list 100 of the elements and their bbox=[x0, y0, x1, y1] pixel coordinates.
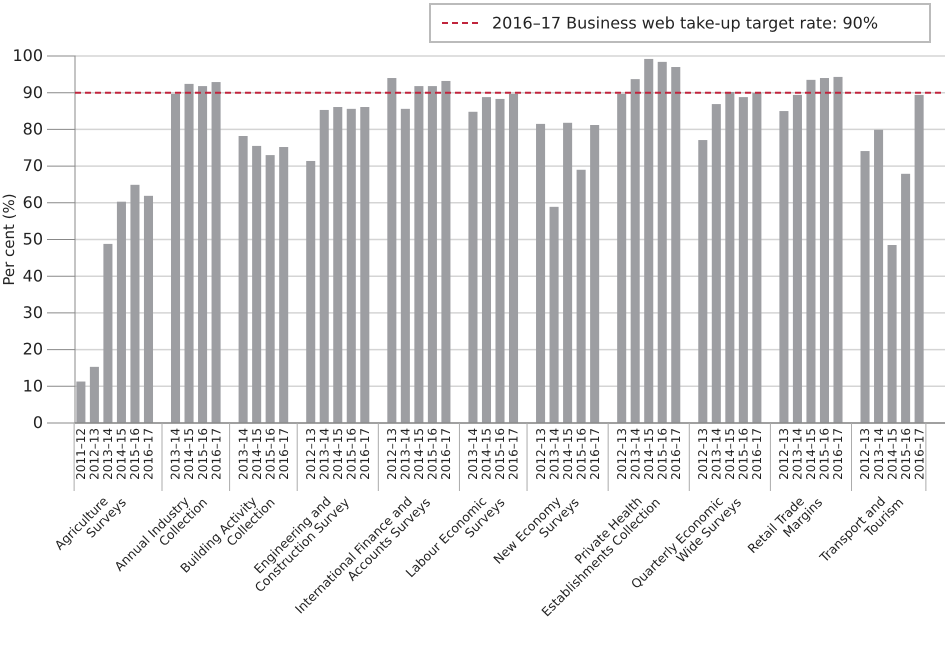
bar bbox=[888, 245, 897, 423]
bar bbox=[252, 146, 262, 423]
x-tick-label: 2014–15 bbox=[560, 428, 575, 480]
bar bbox=[914, 94, 924, 423]
bar bbox=[874, 130, 884, 423]
x-tick-label: 2016–17 bbox=[831, 428, 846, 480]
x-tick-label: 2016–17 bbox=[142, 428, 156, 480]
bar bbox=[279, 147, 288, 423]
bar bbox=[198, 86, 208, 423]
bar bbox=[441, 80, 450, 423]
y-tick-label: 20 bbox=[22, 340, 43, 359]
bar bbox=[414, 86, 424, 423]
x-tick-label: 2011–12 bbox=[74, 428, 88, 480]
legend-label: 2016–17 Business web take-up target rate: 90% bbox=[492, 14, 878, 33]
bar bbox=[644, 58, 654, 423]
y-tick-label: 40 bbox=[22, 266, 43, 286]
x-tick-label: 2012–13 bbox=[696, 428, 710, 480]
bar bbox=[630, 79, 640, 423]
y-tick-label: 0 bbox=[32, 413, 43, 432]
bar bbox=[698, 140, 708, 423]
x-tick-label: 2015–16 bbox=[736, 428, 751, 480]
bar bbox=[103, 244, 112, 423]
x-tick-label: 2014–15 bbox=[412, 428, 426, 480]
x-tick-label: 2013–14 bbox=[317, 428, 332, 480]
bar bbox=[306, 160, 316, 423]
x-tick-label: 2016–17 bbox=[439, 428, 454, 480]
x-tick-label: 2015–16 bbox=[196, 428, 210, 480]
x-tick-label: 2014–15 bbox=[250, 428, 264, 480]
x-tick-label: 2012–13 bbox=[88, 428, 102, 480]
x-tick-label: 2016–17 bbox=[506, 428, 521, 480]
x-tick-label: 2013–14 bbox=[398, 428, 413, 480]
x-tick-label: 2013–14 bbox=[547, 428, 562, 480]
x-tick-label: 2013–14 bbox=[710, 428, 724, 480]
y-tick-label: 100 bbox=[12, 46, 43, 66]
x-tick-label: 2012–13 bbox=[777, 428, 792, 480]
bar bbox=[333, 107, 342, 423]
x-tick-label: 2016–17 bbox=[276, 428, 291, 480]
x-tick-label: 2014–15 bbox=[642, 428, 656, 480]
x-tick-label: 2012–13 bbox=[534, 428, 548, 480]
x-tick-label: 2014–15 bbox=[480, 428, 494, 480]
x-tick-label: 2015–16 bbox=[818, 428, 832, 480]
x-tick-label: 2015–16 bbox=[263, 428, 278, 480]
x-tick-label: 2016–17 bbox=[750, 428, 764, 480]
x-tick-label: 2015–16 bbox=[128, 428, 142, 480]
x-tick-label: 2015–16 bbox=[426, 428, 440, 480]
bar bbox=[170, 94, 180, 423]
bar bbox=[76, 382, 86, 423]
x-tick-label: 2014–15 bbox=[804, 428, 818, 480]
y-axis-title: Per cent (%) bbox=[0, 193, 18, 286]
bar bbox=[320, 110, 329, 423]
bar bbox=[779, 111, 788, 423]
bar bbox=[536, 124, 546, 423]
bar bbox=[576, 170, 586, 423]
x-tick-label: 2015–16 bbox=[344, 428, 358, 480]
bar bbox=[725, 92, 734, 423]
y-tick-label: 30 bbox=[22, 303, 43, 322]
x-tick-label: 2012–13 bbox=[858, 428, 872, 480]
bar bbox=[238, 136, 248, 423]
bar bbox=[752, 93, 762, 423]
bar bbox=[266, 155, 275, 423]
x-tick-label: 2014–15 bbox=[723, 428, 738, 480]
bar bbox=[482, 97, 492, 423]
bar bbox=[116, 202, 126, 423]
bar bbox=[590, 124, 600, 423]
y-tick-label: 70 bbox=[22, 156, 43, 176]
x-tick-label: 2014–15 bbox=[114, 428, 129, 480]
bar bbox=[212, 82, 221, 423]
bar bbox=[658, 62, 667, 423]
bar bbox=[792, 94, 802, 423]
x-tick-label: 2014–15 bbox=[330, 428, 345, 480]
x-tick-label: 2015–16 bbox=[493, 428, 508, 480]
bar bbox=[400, 108, 410, 423]
bar bbox=[184, 84, 194, 423]
bar bbox=[550, 206, 559, 423]
x-tick-label: 2016–17 bbox=[209, 428, 224, 480]
bar bbox=[130, 184, 140, 423]
bar bbox=[671, 67, 680, 423]
x-tick-label: 2015–16 bbox=[898, 428, 913, 480]
y-tick-label: 80 bbox=[22, 120, 43, 139]
x-tick-label: 2013–14 bbox=[168, 428, 183, 480]
x-tick-label: 2014–15 bbox=[182, 428, 196, 480]
x-tick-label: 2013–14 bbox=[466, 428, 480, 480]
x-tick-label: 2012–13 bbox=[614, 428, 629, 480]
x-tick-label: 2015–16 bbox=[574, 428, 588, 480]
bar bbox=[144, 196, 154, 423]
bar bbox=[820, 78, 830, 423]
y-tick-label: 50 bbox=[22, 230, 43, 249]
x-tick-label: 2016–17 bbox=[358, 428, 372, 480]
x-tick-label: 2016–17 bbox=[912, 428, 926, 480]
x-tick-label: 2012–13 bbox=[385, 428, 400, 480]
bar bbox=[90, 366, 99, 423]
bar bbox=[617, 94, 626, 423]
y-tick-label: 10 bbox=[22, 376, 43, 396]
x-tick-label: 2015–16 bbox=[655, 428, 670, 480]
bar bbox=[495, 98, 505, 423]
x-tick-label: 2013–14 bbox=[790, 428, 805, 480]
bar bbox=[833, 76, 843, 423]
y-tick-label: 90 bbox=[22, 82, 43, 102]
x-tick-label: 2012–13 bbox=[304, 428, 318, 480]
bar bbox=[860, 151, 870, 423]
